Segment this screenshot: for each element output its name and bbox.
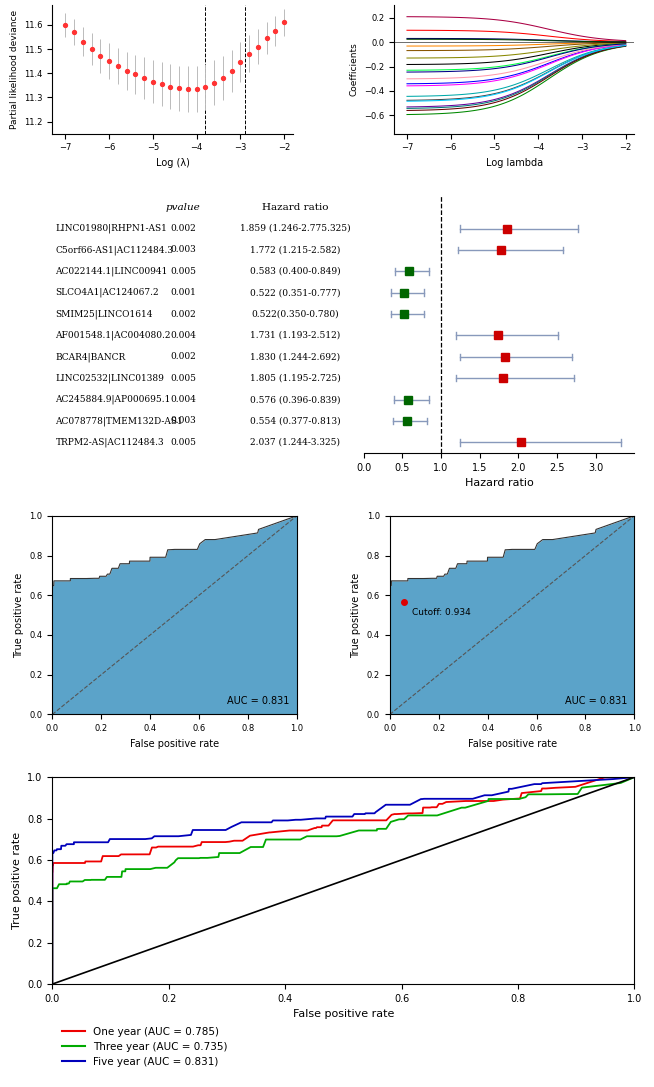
Text: LINC01980|RHPN1-AS1: LINC01980|RHPN1-AS1 bbox=[56, 224, 167, 234]
Text: TRPM2-AS|AC112484.3: TRPM2-AS|AC112484.3 bbox=[56, 438, 164, 447]
Text: BCAR4|BANCR: BCAR4|BANCR bbox=[56, 352, 126, 362]
Text: pvalue: pvalue bbox=[165, 202, 201, 212]
Text: 0.576 (0.396-0.839): 0.576 (0.396-0.839) bbox=[250, 395, 341, 404]
Text: Hazard ratio: Hazard ratio bbox=[262, 202, 328, 212]
Text: 0.004: 0.004 bbox=[170, 330, 196, 340]
Text: 0.583 (0.400-0.849): 0.583 (0.400-0.849) bbox=[250, 266, 341, 276]
Text: 0.005: 0.005 bbox=[170, 374, 196, 383]
Text: 2.037 (1.244-3.325): 2.037 (1.244-3.325) bbox=[250, 438, 340, 447]
Text: 0.002: 0.002 bbox=[170, 310, 196, 318]
Y-axis label: True positive rate: True positive rate bbox=[351, 573, 361, 658]
Text: 0.001: 0.001 bbox=[170, 288, 196, 297]
Text: 1.859 (1.246-2.775.325): 1.859 (1.246-2.775.325) bbox=[240, 224, 351, 233]
Text: Cutoff: 0.934: Cutoff: 0.934 bbox=[412, 608, 471, 617]
Text: LINC02532|LINC01389: LINC02532|LINC01389 bbox=[56, 374, 164, 383]
Text: C5orf66-AS1|AC112484.3: C5orf66-AS1|AC112484.3 bbox=[56, 246, 173, 254]
Y-axis label: True positive rate: True positive rate bbox=[12, 832, 22, 929]
X-axis label: Hazard ratio: Hazard ratio bbox=[464, 478, 534, 488]
Text: AF001548.1|AC004080.2: AF001548.1|AC004080.2 bbox=[56, 330, 171, 340]
Text: SLCO4A1|AC124067.2: SLCO4A1|AC124067.2 bbox=[56, 288, 159, 298]
Text: 1.805 (1.195-2.725): 1.805 (1.195-2.725) bbox=[250, 374, 341, 383]
Text: 0.522(0.350-0.780): 0.522(0.350-0.780) bbox=[251, 310, 339, 318]
Y-axis label: Coefficients: Coefficients bbox=[349, 42, 358, 97]
Text: SMIM25|LINCO1614: SMIM25|LINCO1614 bbox=[56, 310, 153, 318]
Text: AC245884.9|AP000695.1: AC245884.9|AP000695.1 bbox=[56, 395, 171, 404]
Text: 0.002: 0.002 bbox=[170, 352, 196, 361]
X-axis label: Log (λ): Log (λ) bbox=[156, 158, 190, 168]
Text: AUC = 0.831: AUC = 0.831 bbox=[564, 697, 627, 707]
Text: 1.731 (1.193-2.512): 1.731 (1.193-2.512) bbox=[250, 330, 340, 340]
X-axis label: False positive rate: False positive rate bbox=[468, 739, 557, 749]
Text: AC022144.1|LINC00941: AC022144.1|LINC00941 bbox=[56, 266, 168, 276]
Text: 0.554 (0.377-0.813): 0.554 (0.377-0.813) bbox=[250, 416, 341, 425]
Y-axis label: True positive rate: True positive rate bbox=[14, 573, 24, 658]
Text: 1.772 (1.215-2.582): 1.772 (1.215-2.582) bbox=[250, 246, 340, 254]
X-axis label: False positive rate: False positive rate bbox=[292, 1010, 394, 1020]
Text: 0.003: 0.003 bbox=[170, 416, 196, 425]
Text: 0.004: 0.004 bbox=[170, 395, 196, 404]
X-axis label: Log lambda: Log lambda bbox=[485, 158, 543, 168]
Text: 0.002: 0.002 bbox=[170, 224, 196, 233]
Y-axis label: Partial likelihood deviance: Partial likelihood deviance bbox=[10, 10, 18, 129]
Text: 0.005: 0.005 bbox=[170, 438, 196, 447]
X-axis label: False positive rate: False positive rate bbox=[130, 739, 219, 749]
Text: 0.522 (0.351-0.777): 0.522 (0.351-0.777) bbox=[250, 288, 341, 297]
Text: 0.005: 0.005 bbox=[170, 266, 196, 276]
Legend: One year (AUC = 0.785), Three year (AUC = 0.735), Five year (AUC = 0.831): One year (AUC = 0.785), Three year (AUC … bbox=[58, 1023, 232, 1071]
Text: 0.003: 0.003 bbox=[170, 246, 196, 254]
Text: AC078778|TMEM132D-AS1: AC078778|TMEM132D-AS1 bbox=[56, 416, 183, 426]
Text: AUC = 0.831: AUC = 0.831 bbox=[227, 697, 290, 707]
Text: 1.830 (1.244-2.692): 1.830 (1.244-2.692) bbox=[250, 352, 340, 361]
